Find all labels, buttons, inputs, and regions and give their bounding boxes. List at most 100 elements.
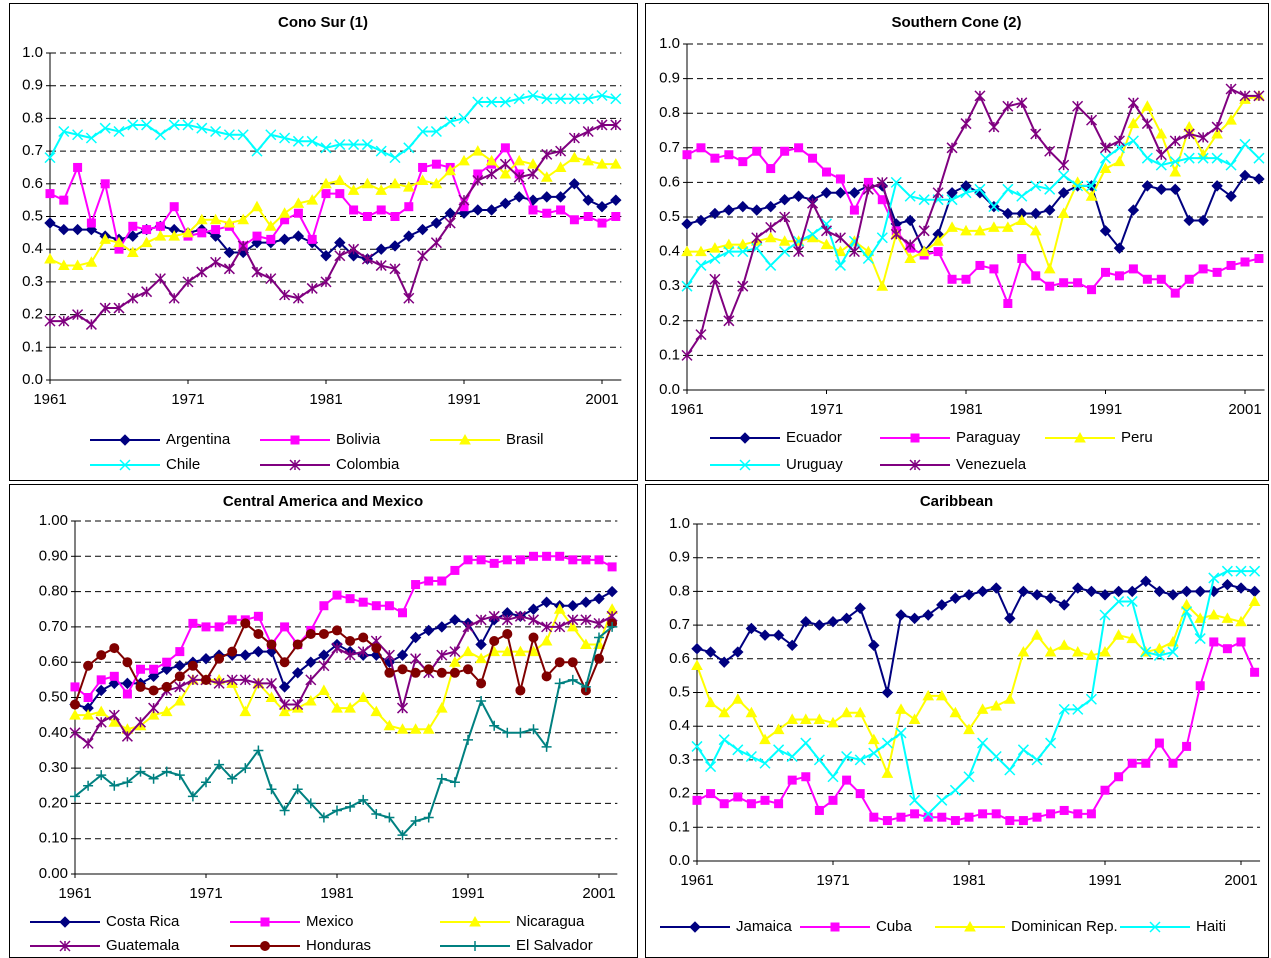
marker xyxy=(332,625,342,636)
marker xyxy=(1113,242,1126,254)
marker xyxy=(375,260,387,272)
marker xyxy=(332,805,342,816)
marker xyxy=(528,724,539,735)
marker xyxy=(292,197,305,208)
y-tick-label: 0.00 xyxy=(39,865,68,882)
marker xyxy=(787,775,797,785)
marker xyxy=(260,941,270,951)
x-tick-label: 1981 xyxy=(320,885,353,902)
marker xyxy=(320,142,332,154)
marker xyxy=(122,657,133,668)
marker xyxy=(45,189,55,199)
marker xyxy=(1253,152,1265,164)
marker xyxy=(820,238,833,250)
legend-label: Jamaica xyxy=(736,918,793,935)
marker xyxy=(977,737,989,749)
marker xyxy=(527,158,539,169)
marker xyxy=(554,161,567,172)
marker xyxy=(820,225,833,237)
marker xyxy=(849,205,859,215)
marker xyxy=(827,771,839,783)
marker xyxy=(370,705,383,717)
marker xyxy=(1045,737,1057,749)
marker xyxy=(1031,629,1043,640)
marker xyxy=(528,632,539,643)
marker xyxy=(974,90,986,102)
x-tick-label: 1981 xyxy=(949,401,982,418)
marker xyxy=(1169,135,1181,147)
marker xyxy=(568,132,580,144)
marker xyxy=(409,631,422,644)
y-tick-label: 0.6 xyxy=(669,650,690,667)
marker xyxy=(1057,207,1070,219)
marker xyxy=(499,158,511,170)
marker xyxy=(210,125,222,138)
marker xyxy=(70,791,80,802)
marker xyxy=(610,93,622,105)
marker xyxy=(709,207,721,220)
marker xyxy=(1183,152,1195,164)
marker xyxy=(265,677,278,689)
marker xyxy=(854,754,866,766)
marker xyxy=(304,695,317,706)
marker xyxy=(148,702,160,714)
marker xyxy=(881,767,894,778)
marker xyxy=(214,759,225,770)
marker xyxy=(1058,169,1070,182)
marker xyxy=(989,264,999,274)
marker xyxy=(1101,267,1110,277)
marker xyxy=(332,590,342,600)
series-line xyxy=(74,626,613,837)
marker xyxy=(1032,812,1042,822)
marker xyxy=(540,171,553,182)
marker xyxy=(173,695,186,706)
marker xyxy=(416,174,429,186)
marker xyxy=(1195,681,1205,691)
marker xyxy=(485,204,498,216)
marker xyxy=(513,93,525,105)
marker xyxy=(58,223,70,236)
marker xyxy=(357,646,369,658)
marker xyxy=(1140,575,1152,587)
x-tick-label: 1981 xyxy=(309,391,342,408)
marker xyxy=(239,649,252,661)
marker xyxy=(691,740,703,752)
y-tick-label: 0.6 xyxy=(22,175,43,192)
marker xyxy=(1197,152,1209,164)
marker xyxy=(82,737,94,749)
chart-title: Southern Cone (2) xyxy=(892,14,1022,31)
marker xyxy=(109,780,120,791)
y-tick-label: 0.7 xyxy=(22,142,43,159)
marker xyxy=(582,125,594,138)
marker xyxy=(83,780,94,791)
marker xyxy=(318,660,330,672)
marker xyxy=(1239,138,1251,150)
marker xyxy=(681,218,693,230)
marker xyxy=(1209,637,1219,647)
marker xyxy=(237,213,250,225)
marker xyxy=(321,189,331,199)
marker xyxy=(196,122,208,134)
marker xyxy=(1086,114,1098,126)
marker xyxy=(1142,274,1152,284)
marker xyxy=(376,205,386,215)
marker xyxy=(1211,152,1223,164)
marker xyxy=(182,226,194,238)
marker xyxy=(292,230,305,242)
marker xyxy=(960,224,972,236)
marker xyxy=(1211,127,1223,139)
marker xyxy=(1182,741,1192,751)
marker xyxy=(1149,921,1161,933)
marker xyxy=(305,674,317,686)
legend-label: Ecuador xyxy=(786,429,842,446)
marker xyxy=(1004,612,1016,625)
marker xyxy=(765,259,777,271)
marker xyxy=(148,685,159,696)
y-tick-label: 0.0 xyxy=(669,852,690,869)
marker xyxy=(1002,207,1014,220)
marker xyxy=(937,812,947,822)
series-line xyxy=(696,570,1255,816)
marker xyxy=(211,225,221,235)
marker xyxy=(596,89,608,102)
marker xyxy=(240,618,251,629)
